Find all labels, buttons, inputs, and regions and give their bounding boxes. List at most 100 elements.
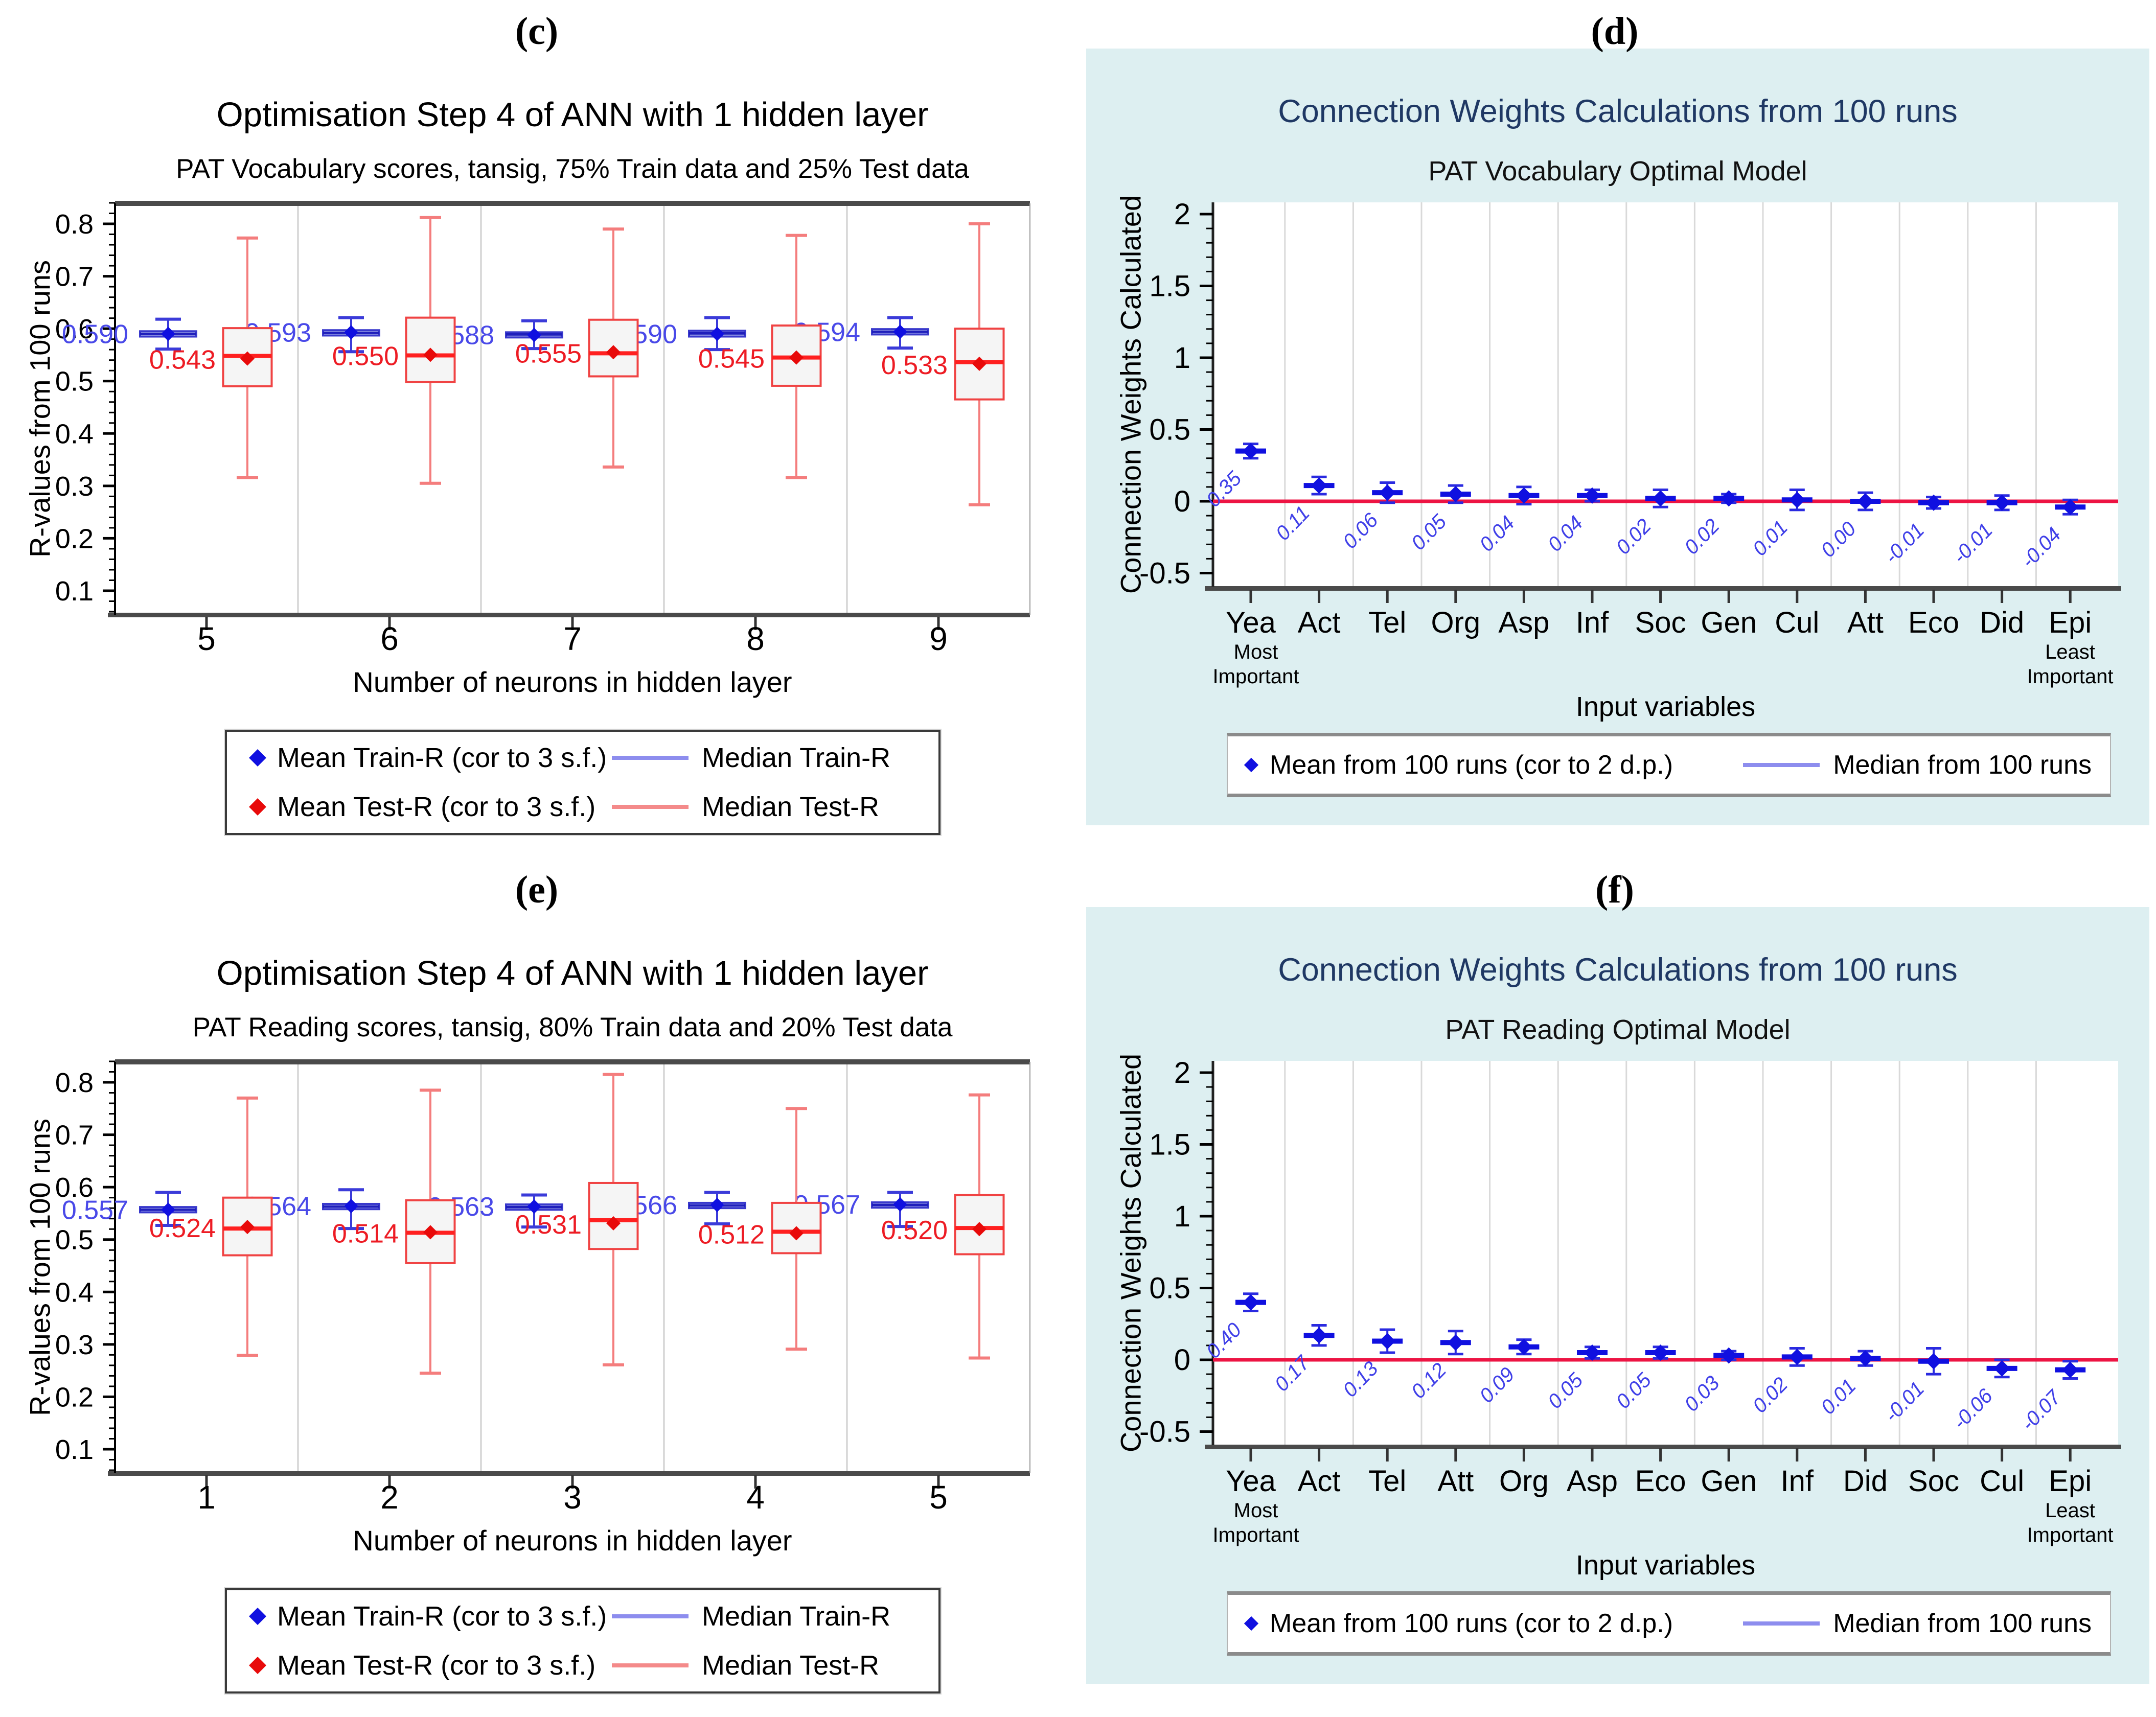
y-tick-label: -0.5 — [1139, 1416, 1190, 1449]
legend-item: Median from 100 runs — [1743, 750, 2092, 780]
test-mean-label: 0.524 — [149, 1214, 216, 1243]
mean-diamond-marker — [240, 1220, 255, 1235]
x-axis-label: Number of neurons in hidden layer — [353, 1524, 792, 1557]
x-tick-label: Gen — [1701, 1465, 1757, 1498]
x-tick-label: Gen — [1701, 606, 1757, 639]
x-tick-label: Soc — [1908, 1465, 1959, 1498]
least-important-annotation: Least Important — [2027, 641, 2114, 688]
y-tick-label: 0.7 — [55, 1120, 94, 1151]
x-axis-label: Input variables — [1575, 1550, 1756, 1581]
x-tick-label: Att — [1847, 606, 1884, 639]
x-axis-line — [108, 613, 1030, 617]
mean-diamond-marker — [423, 1225, 438, 1240]
legend-item: Mean Train-R (cor to 3 s.f.) — [249, 1600, 612, 1632]
most-important-annotation: Most Important — [1212, 641, 1299, 688]
legend-item: Median Train-R — [612, 742, 938, 774]
y-tick-label: 0 — [1174, 1343, 1190, 1377]
x-tick-label: 7 — [563, 620, 582, 657]
panel-tag-c: (c) — [515, 10, 559, 53]
panel-tag-d: (d) — [1591, 10, 1639, 53]
plot-top-border — [115, 1059, 1030, 1064]
y-tick-label: 0.2 — [55, 1382, 94, 1412]
mean-diamond-marker — [1925, 494, 1942, 511]
legend-item: Mean from 100 runs (cor to 2 d.p.) — [1244, 750, 1673, 780]
mean-diamond-marker — [1721, 1347, 1737, 1364]
mean-diamond-marker — [1584, 1344, 1600, 1361]
legend-label: Median from 100 runs — [1833, 1609, 2092, 1638]
panel-tag-e: (e) — [515, 868, 559, 911]
mean-diamond-marker — [1243, 1294, 1259, 1311]
plot-top-border — [115, 201, 1030, 206]
x-tick-label: Cul — [1775, 606, 1819, 639]
mean-diamond-marker — [527, 1199, 541, 1214]
mean-diamond-marker — [789, 1226, 804, 1241]
x-tick-label: Did — [1980, 606, 2024, 639]
mean-diamond-marker — [606, 345, 621, 360]
y-tick-label: 0.5 — [1149, 413, 1190, 447]
box-iqr — [405, 316, 456, 383]
mean-diamond-marker — [527, 328, 541, 342]
test-mean-label: 0.555 — [515, 339, 582, 368]
y-tick-label: 0.3 — [55, 471, 94, 502]
mean-diamond-marker — [1857, 1350, 1874, 1367]
chart-title: Connection Weights Calculations from 100… — [1278, 94, 1958, 129]
x-tick-label: Cul — [1980, 1465, 2024, 1498]
line-marker-icon — [612, 1663, 689, 1667]
x-tick-label: Eco — [1908, 606, 1959, 639]
test-mean-label: 0.543 — [149, 345, 216, 375]
legend-label: Mean from 100 runs (cor to 2 d.p.) — [1270, 750, 1673, 780]
mean-diamond-marker — [710, 1198, 724, 1213]
x-tick-label: 2 — [380, 1479, 399, 1516]
mean-diamond-marker — [893, 324, 907, 339]
mean-diamond-marker — [606, 1216, 621, 1231]
mean-diamond-marker — [2062, 499, 2079, 516]
line-marker-icon — [612, 805, 689, 809]
y-tick-label: 0.1 — [55, 1434, 94, 1465]
x-tick-label: Tel — [1368, 1465, 1406, 1498]
connection-weights-chart-d: -0.500.511.520.35Yea0.11Act0.06Tel0.05Or… — [1139, 198, 2121, 639]
mean-diamond-marker — [423, 347, 438, 362]
x-tick-label: Asp — [1567, 1465, 1618, 1498]
legend-label: Mean Test-R (cor to 3 s.f.) — [277, 792, 596, 822]
x-tick-label: 3 — [563, 1479, 582, 1516]
diamond-marker-icon — [249, 749, 266, 767]
y-tick-label: 2 — [1174, 1056, 1190, 1089]
legend-item: Mean Test-R (cor to 3 s.f.) — [249, 791, 612, 823]
x-tick-label: Act — [1298, 606, 1341, 639]
x-tick-label: Inf — [1781, 1465, 1814, 1498]
mean-diamond-marker — [1516, 1338, 1532, 1355]
legend-d: Mean from 100 runs (cor to 2 d.p.) Media… — [1227, 733, 2111, 797]
x-tick-label: Yea — [1226, 1465, 1276, 1498]
legend-e: Mean Train-R (cor to 3 s.f.) Median Trai… — [225, 1588, 941, 1693]
most-important-annotation: Most Important — [1212, 1499, 1299, 1546]
legend-label: Median Train-R — [702, 743, 891, 773]
mean-diamond-marker — [1311, 1327, 1327, 1344]
y-tick-label: 0.4 — [55, 1277, 94, 1308]
x-tick-label: Inf — [1576, 606, 1609, 639]
y-tick-label: 1.5 — [1149, 270, 1190, 303]
y-tick-label: 1 — [1174, 1200, 1190, 1233]
line-marker-icon — [1743, 763, 1820, 767]
x-tick-label: Yea — [1226, 606, 1276, 639]
mean-diamond-marker — [161, 1202, 175, 1217]
box-iqr — [588, 1181, 639, 1250]
panel-tag-f: (f) — [1595, 868, 1634, 911]
boxplot-chart-c: 0.10.20.30.40.50.60.70.85 6 7 8 90.590 0.593 0… — [55, 201, 1030, 657]
legend-label: Mean Test-R (cor to 3 s.f.) — [277, 1650, 596, 1681]
mean-diamond-marker — [344, 1199, 358, 1214]
mean-diamond-marker — [240, 351, 255, 366]
x-tick-label: 4 — [746, 1479, 765, 1516]
chart-title: Optimisation Step 4 of ANN with 1 hidden… — [216, 96, 929, 134]
mean-diamond-marker — [2062, 1361, 2079, 1378]
y-tick-label: 0.5 — [55, 366, 94, 397]
train-mean-label: 0.590 — [62, 319, 128, 349]
x-axis-line — [1205, 586, 2121, 591]
x-tick-label: Att — [1437, 1465, 1474, 1498]
test-mean-label: 0.531 — [515, 1210, 582, 1240]
chart-subtitle: PAT Reading Optimal Model — [1445, 1014, 1791, 1045]
chart-title: Optimisation Step 4 of ANN with 1 hidden… — [216, 954, 929, 992]
x-axis-label: Input variables — [1575, 691, 1756, 722]
mean-diamond-marker — [1993, 494, 2010, 511]
y-tick-label: 0 — [1174, 485, 1190, 518]
